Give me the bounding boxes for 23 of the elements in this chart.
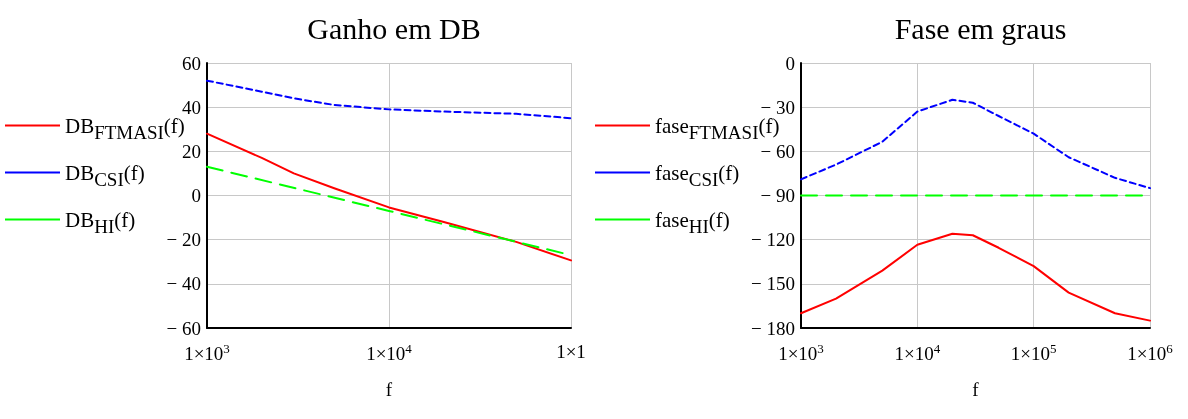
y-tick-label: − 20: [166, 229, 201, 251]
legend-label: DBCSI(f): [65, 160, 145, 190]
y-tick-label: 0: [785, 52, 795, 74]
y-tick-label: − 150: [751, 273, 795, 295]
y-tick-label: − 180: [751, 317, 795, 339]
y-tick-label: − 60: [166, 317, 201, 339]
y-tick-label: − 90: [760, 185, 795, 206]
legend-label: DBFTMASI(f): [65, 113, 185, 143]
y-tick-label: − 120: [751, 229, 795, 251]
y-tick-label: − 60: [760, 140, 795, 162]
y-tick-label: 0: [191, 185, 201, 206]
y-tick-label: 60: [182, 52, 201, 74]
x-tick-label: 1×1: [556, 341, 586, 362]
legend-label: faseCSI(f): [655, 160, 740, 190]
y-tick-label: − 40: [166, 273, 201, 295]
y-tick-label: 20: [182, 140, 201, 162]
x-axis-title: f: [972, 379, 980, 400]
chart-title: Fase em graus: [894, 11, 1067, 45]
y-tick-label: 40: [182, 96, 201, 118]
legend-label: faseHI(f): [655, 207, 730, 237]
x-axis-title: f: [385, 379, 393, 400]
chart-title: Ganho em DB: [307, 11, 481, 45]
legend-label: DBHI(f): [65, 207, 136, 237]
